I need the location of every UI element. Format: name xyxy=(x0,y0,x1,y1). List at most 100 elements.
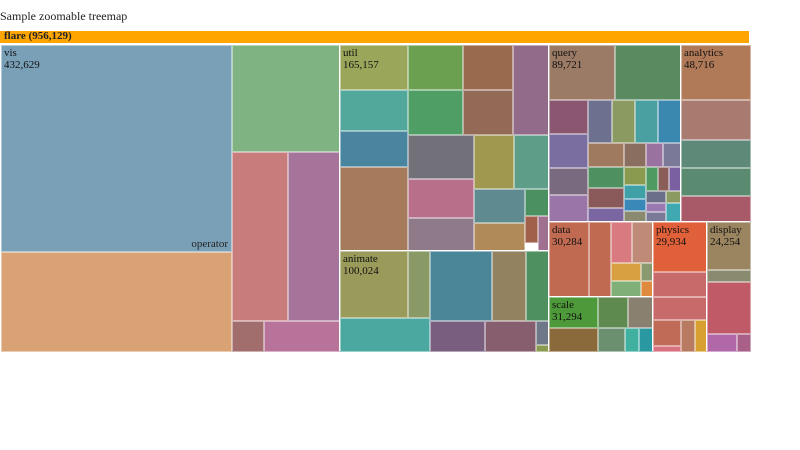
cell xyxy=(549,134,588,168)
cell xyxy=(474,135,514,189)
cell xyxy=(485,321,536,352)
cell xyxy=(513,45,549,135)
cell xyxy=(681,320,695,352)
cell xyxy=(646,203,666,212)
cell xyxy=(288,152,340,321)
cell xyxy=(653,320,681,346)
cell xyxy=(611,222,632,263)
breadcrumb-root-bar[interactable]: flare (956,129) xyxy=(0,30,749,44)
cell xyxy=(408,90,463,135)
cell xyxy=(588,208,624,222)
cell xyxy=(589,222,611,297)
cell xyxy=(588,167,624,188)
cell xyxy=(624,143,646,167)
cell xyxy=(653,346,681,352)
cell xyxy=(340,318,430,352)
cell xyxy=(624,185,646,199)
cell xyxy=(1,252,232,352)
cell xyxy=(264,321,340,352)
cell xyxy=(408,218,474,251)
cell: operator xyxy=(1,45,232,252)
cell xyxy=(549,297,598,328)
cell xyxy=(549,222,589,297)
cell xyxy=(612,100,635,143)
cell xyxy=(525,216,538,243)
group-display[interactable]: display 24,254 xyxy=(706,221,751,352)
cell xyxy=(514,135,549,189)
cell xyxy=(340,90,408,131)
cell xyxy=(635,100,658,143)
cell xyxy=(474,189,525,223)
cell xyxy=(408,45,463,90)
cell xyxy=(611,281,641,297)
cell xyxy=(663,143,681,167)
cell xyxy=(598,297,628,328)
cell xyxy=(666,203,681,222)
cell xyxy=(340,131,408,167)
treemap-chart: flare (956,129) operator vis 432,629 xyxy=(0,30,751,352)
cell xyxy=(646,191,666,203)
group-util[interactable]: util 165,157 xyxy=(339,44,549,251)
group-scale[interactable]: scale 31,294 xyxy=(548,296,653,352)
group-vis[interactable]: operator vis 432,629 xyxy=(0,44,340,352)
cell xyxy=(588,188,624,208)
cell xyxy=(463,45,513,90)
cell xyxy=(681,100,751,140)
cell xyxy=(549,100,588,134)
cell xyxy=(430,251,492,321)
cell xyxy=(549,45,615,100)
cell xyxy=(525,189,549,216)
cell xyxy=(408,135,474,179)
cell xyxy=(632,222,653,263)
group-data[interactable]: data 30,284 xyxy=(548,221,653,297)
group-analytics[interactable]: analytics 48,716 xyxy=(680,44,751,222)
cell xyxy=(625,328,639,352)
cell xyxy=(653,222,707,272)
cell xyxy=(492,251,526,321)
cell xyxy=(707,222,751,270)
cell xyxy=(232,152,288,321)
cell xyxy=(463,90,513,135)
cell xyxy=(639,328,653,352)
cell-label-operator: operator xyxy=(191,238,228,250)
cell xyxy=(681,168,751,196)
cell xyxy=(653,272,707,297)
cell xyxy=(646,167,658,191)
cell xyxy=(646,143,663,167)
cell xyxy=(526,251,549,321)
cell xyxy=(408,179,474,218)
cell xyxy=(707,334,737,352)
cell xyxy=(232,45,340,152)
group-query[interactable]: query 89,721 xyxy=(548,44,681,222)
cell xyxy=(340,167,408,251)
cell xyxy=(658,100,681,143)
breadcrumb-label: flare (956,129) xyxy=(4,30,72,42)
cell xyxy=(681,140,751,168)
cell xyxy=(624,199,646,211)
cell xyxy=(340,45,408,90)
cell xyxy=(408,251,430,318)
cell xyxy=(232,321,264,352)
cell xyxy=(624,167,646,185)
cell xyxy=(588,100,612,143)
cell xyxy=(628,297,653,328)
cell xyxy=(549,328,598,352)
cell xyxy=(588,143,624,167)
cell xyxy=(549,168,588,195)
cell xyxy=(611,263,641,281)
page-title: Sample zoomable treemap xyxy=(0,9,128,23)
cell xyxy=(549,195,588,222)
cell xyxy=(707,282,751,334)
group-physics[interactable]: physics 29,934 xyxy=(652,221,707,352)
cell xyxy=(658,167,669,191)
cell xyxy=(681,196,751,222)
cell xyxy=(340,251,408,318)
cell xyxy=(474,223,525,251)
group-animate[interactable]: animate 100,024 xyxy=(339,250,549,352)
cell xyxy=(737,334,751,352)
cell xyxy=(707,270,751,282)
cell xyxy=(615,45,681,100)
cell xyxy=(681,45,751,100)
cell xyxy=(430,321,485,352)
cell xyxy=(666,191,681,203)
